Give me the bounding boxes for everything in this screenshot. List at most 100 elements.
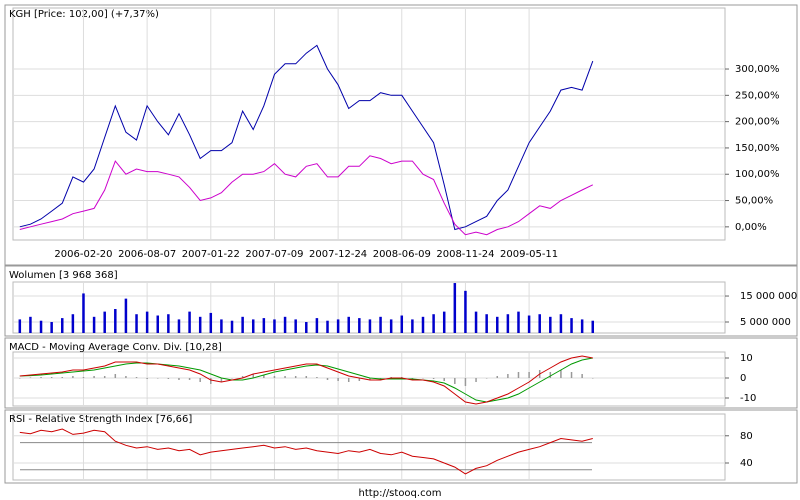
bar (40, 377, 42, 378)
bar (167, 314, 170, 333)
bar (389, 319, 393, 333)
bar (72, 376, 74, 378)
panel (4, 409, 798, 484)
series-line (19, 355, 593, 405)
y-tick-label: 5 000 000 (740, 317, 791, 328)
y-tick-label: 150,00% (735, 143, 780, 154)
bar (103, 311, 106, 333)
panel (4, 265, 798, 337)
panel-title: Wolumen [3 968 368] (9, 270, 118, 281)
y-tick-label: 100,00% (735, 169, 780, 180)
bar (358, 378, 361, 381)
bar (400, 315, 404, 333)
x-tick-label: 2006-02-20 (54, 249, 112, 260)
bar (336, 319, 340, 333)
bar (273, 376, 276, 378)
x-tick-label: 2007-01-22 (182, 249, 240, 260)
bar (135, 377, 138, 378)
y-tick-label: 0 (740, 373, 746, 384)
bar (178, 378, 180, 380)
x-tick-label: 2008-11-24 (436, 249, 494, 260)
bar (368, 319, 372, 333)
bar (316, 377, 318, 378)
plot-area (12, 351, 726, 407)
bar (326, 320, 329, 333)
bar (527, 315, 531, 333)
bar (145, 311, 149, 333)
y-tick-label: 80 (740, 431, 753, 442)
bar (82, 293, 85, 333)
bar (283, 316, 287, 333)
bar (591, 320, 595, 333)
bar (156, 315, 159, 333)
bar (549, 316, 552, 333)
bar (188, 311, 191, 333)
bar (347, 316, 350, 333)
bar (188, 378, 191, 380)
bar (560, 370, 562, 378)
y-tick-label: 50,00% (735, 196, 773, 207)
bar (294, 376, 297, 378)
bar (421, 316, 425, 333)
y-tick-label: -10 (740, 393, 756, 404)
plot-area (12, 413, 726, 481)
bar (241, 316, 244, 333)
bar (432, 314, 435, 333)
x-tick-label: 2006-08-07 (118, 249, 176, 260)
y-tick-label: 15 000 000 (740, 291, 797, 302)
bar (82, 377, 85, 378)
bar (284, 376, 286, 378)
bar (231, 378, 233, 379)
bar (517, 311, 520, 333)
bar (61, 377, 64, 378)
bar (71, 314, 75, 333)
bar (432, 378, 435, 379)
x-tick-label: 2007-12-24 (309, 249, 367, 260)
bar (167, 378, 170, 379)
bar (210, 378, 212, 384)
plot-area (12, 7, 726, 241)
bar (443, 378, 445, 381)
series-line (19, 155, 594, 236)
bar (506, 314, 510, 333)
x-tick-label: 2008-06-09 (373, 249, 431, 260)
bar (135, 314, 138, 333)
y-tick-label: 10 (740, 353, 753, 364)
bar (592, 378, 594, 379)
bar (507, 374, 509, 378)
bar (369, 378, 371, 380)
bar (337, 378, 339, 381)
y-tick-label: 250,00% (735, 90, 780, 101)
x-tick-label: 2007-07-09 (245, 249, 303, 260)
y-tick-label: 300,00% (735, 64, 780, 75)
bar (475, 378, 477, 382)
bar (326, 378, 329, 380)
bar (156, 378, 159, 379)
bar (294, 319, 297, 333)
bar (50, 377, 53, 378)
bar (29, 316, 32, 333)
bar (474, 311, 478, 333)
panel-title: KGH [Price: 102,00] (+7,37%) (9, 9, 159, 20)
bar (50, 322, 53, 333)
bar (93, 376, 95, 378)
bar (252, 374, 254, 378)
bar (496, 376, 499, 378)
bar (485, 314, 488, 333)
bar (39, 320, 43, 333)
bar (177, 319, 181, 333)
bar (198, 316, 202, 333)
bar (517, 372, 520, 378)
bar (358, 318, 361, 333)
bar (209, 312, 213, 333)
y-tick-label: 40 (740, 458, 753, 469)
bar (570, 372, 573, 378)
bar (263, 375, 265, 378)
bar (422, 378, 424, 379)
bar (315, 318, 319, 333)
bar (580, 319, 584, 333)
bar (18, 319, 22, 333)
bar (581, 374, 583, 378)
panel (4, 4, 798, 266)
